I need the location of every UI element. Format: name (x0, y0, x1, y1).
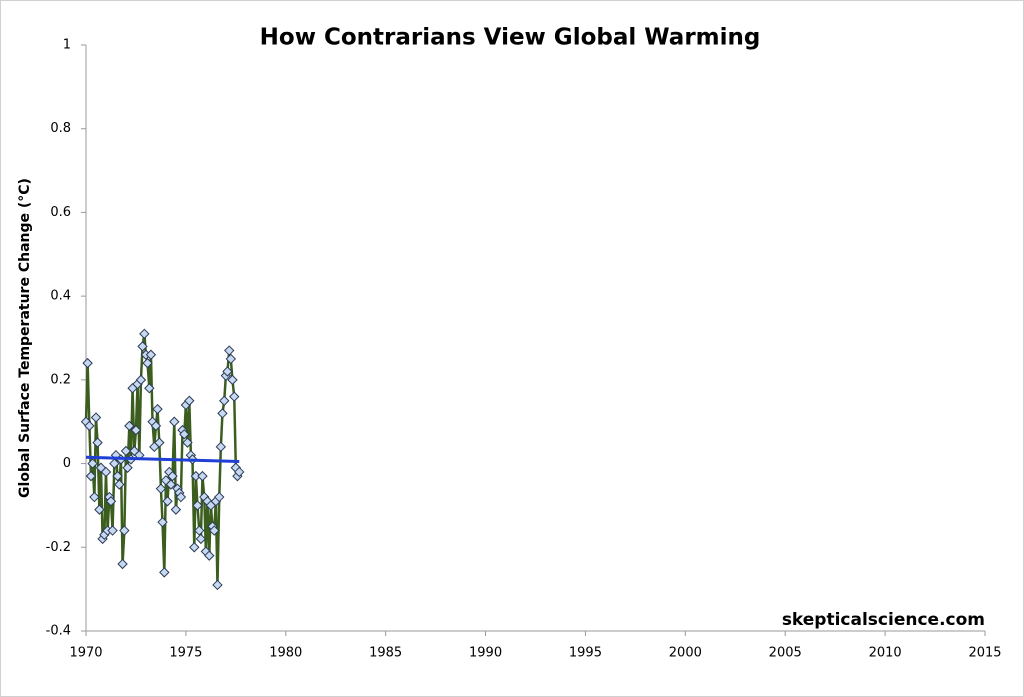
y-tick-label: 0.8 (50, 121, 71, 136)
data-point (167, 470, 178, 482)
x-tick-label: 1995 (569, 646, 602, 661)
data-point (217, 408, 228, 419)
data-point (152, 403, 163, 415)
data-point (225, 353, 237, 365)
data-point (135, 374, 147, 386)
data-point (215, 441, 227, 453)
data-point (219, 395, 230, 406)
data-point (120, 445, 132, 457)
data-point (137, 341, 148, 352)
x-tick-label: 1970 (69, 646, 102, 661)
data-point (92, 437, 103, 448)
data-point (234, 466, 245, 478)
y-tick-label: -0.4 (46, 624, 71, 639)
data-point (204, 550, 215, 561)
data-point (85, 470, 97, 482)
data-point (150, 420, 162, 432)
data-point (170, 504, 182, 515)
data-point (112, 470, 123, 482)
data-point (109, 458, 120, 469)
data-point (122, 462, 133, 473)
trend-line (85, 455, 240, 463)
data-point (159, 567, 170, 578)
data-point (195, 533, 207, 545)
data-point (94, 504, 105, 515)
data-point (229, 391, 240, 402)
data-point (139, 328, 150, 340)
data-point (197, 470, 208, 482)
data-point (212, 579, 223, 591)
data-point (169, 416, 180, 427)
data-point (179, 429, 190, 440)
data-point (114, 479, 125, 490)
data-point (124, 420, 135, 432)
data-point (89, 491, 100, 503)
data-point (105, 496, 117, 507)
y-tick-label: 0.2 (50, 372, 71, 387)
data-point (189, 542, 200, 553)
data-point (154, 437, 165, 448)
data-point (209, 525, 220, 536)
data-point (107, 525, 118, 536)
y-tick-label: 0.6 (50, 205, 71, 220)
data-point (227, 374, 238, 386)
y-tick-label: 0 (63, 456, 71, 471)
x-tick-label: 2005 (769, 646, 802, 661)
data-point (222, 366, 233, 377)
data-point (184, 395, 195, 406)
x-tick-label: 2000 (669, 646, 702, 661)
data-point (119, 525, 130, 536)
data-point (194, 525, 205, 536)
chart-title: How Contrarians View Global Warming (260, 25, 761, 51)
y-tick-label: 0.4 (50, 289, 71, 304)
data-point (84, 420, 95, 432)
data-point (162, 496, 173, 507)
data-point (117, 558, 128, 570)
data-point (142, 357, 153, 369)
y-axis-label: Global Surface Temperature Change (°C) (17, 178, 33, 498)
y-tick-label: -0.2 (46, 540, 71, 555)
y-tick-label: 1 (63, 38, 71, 53)
data-point (87, 458, 98, 469)
x-tick-label: 1975 (169, 646, 202, 661)
x-tick-label: 2015 (968, 646, 1001, 661)
data-point (155, 483, 167, 494)
data-point (175, 491, 187, 503)
x-tick-label: 1990 (469, 646, 502, 661)
data-point (82, 357, 93, 369)
data-point (144, 383, 155, 394)
x-tick-label: 1985 (369, 646, 402, 661)
x-tick-label: 2010 (869, 646, 902, 661)
data-point (224, 345, 235, 356)
x-tick-label: 1980 (269, 646, 302, 661)
data-point (145, 349, 157, 360)
data-point (165, 479, 177, 490)
annotation: skepticalscience.com (782, 610, 985, 630)
data-point (100, 466, 112, 478)
data-point (182, 437, 193, 448)
data-point (214, 491, 225, 503)
data-point (130, 424, 142, 436)
data-point (90, 412, 102, 423)
data-point (192, 500, 203, 511)
data-point (157, 516, 168, 528)
